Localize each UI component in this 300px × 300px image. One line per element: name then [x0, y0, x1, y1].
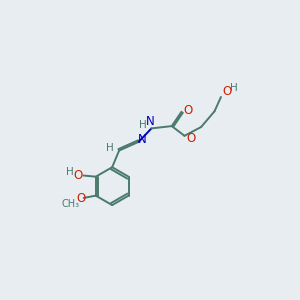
Text: N: N	[146, 115, 155, 128]
Text: CH₃: CH₃	[62, 200, 80, 209]
Text: O: O	[76, 192, 86, 205]
Text: N: N	[138, 133, 146, 146]
Text: H: H	[66, 167, 74, 177]
Text: H: H	[230, 83, 238, 93]
Text: H: H	[106, 143, 114, 153]
Text: O: O	[183, 104, 193, 117]
Text: O: O	[74, 169, 83, 182]
Text: O: O	[186, 132, 196, 145]
Text: O: O	[222, 85, 231, 98]
Text: H: H	[140, 120, 147, 130]
